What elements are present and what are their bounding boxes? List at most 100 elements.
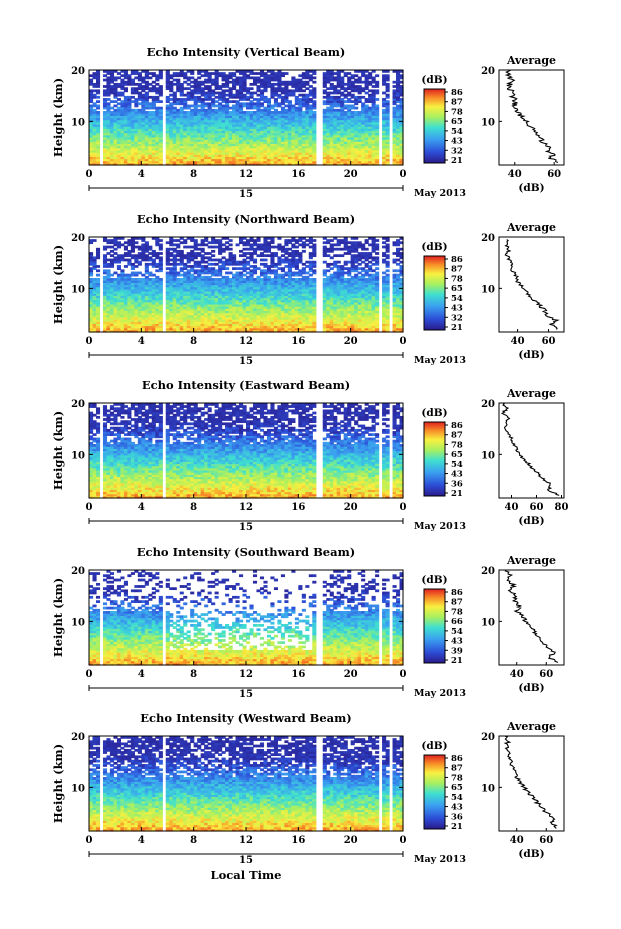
heatmap-cell	[232, 78, 237, 82]
heatmap-cell	[204, 85, 209, 88]
heatmap-cell	[207, 252, 212, 255]
heatmap-cell	[197, 89, 202, 93]
heatmap-cell	[186, 111, 191, 114]
heatmap-cell	[92, 139, 97, 142]
heatmap-cell	[256, 102, 261, 106]
heatmap-cell	[144, 160, 149, 164]
heatmap-cell	[89, 312, 94, 316]
colorbar-tick-label: 78	[451, 107, 463, 117]
heatmap-cell	[109, 154, 115, 157]
heatmap-cell	[354, 87, 359, 91]
heatmap-cell	[336, 145, 341, 149]
heatmap-cell	[273, 121, 278, 125]
heatmap-cell	[169, 152, 174, 155]
heatmap-cell	[200, 80, 205, 84]
heatmap-cell	[120, 132, 125, 136]
heatmap-cell	[249, 158, 254, 162]
heatmap-cell	[200, 130, 205, 134]
heatmap-cell	[375, 91, 380, 95]
heatmap-cell	[347, 78, 352, 82]
heatmap-cell	[385, 156, 390, 160]
heatmap-cell	[116, 237, 121, 240]
heatmap-cell	[92, 147, 97, 151]
heatmap-cell	[308, 130, 313, 134]
heatmap-cell	[144, 119, 149, 123]
heatmap-cell	[326, 76, 331, 80]
heatmap-cell	[186, 119, 191, 123]
heatmap-cell	[312, 119, 317, 123]
heatmap-cell	[123, 82, 128, 86]
heatmap-cell	[277, 76, 282, 80]
heatmap-cell	[350, 113, 355, 116]
heatmap-cell	[218, 113, 223, 116]
heatmap-cell	[116, 282, 121, 286]
heatmap-cell	[169, 139, 174, 142]
heatmap-cell	[242, 123, 247, 127]
heatmap-cell	[179, 136, 184, 140]
heatmap-cell	[221, 143, 226, 147]
heatmap-cell	[336, 70, 341, 73]
heatmap-cell	[89, 121, 94, 125]
heatmap-cell	[151, 158, 156, 162]
heatmap-cell	[221, 76, 226, 80]
heatmap-cell	[259, 136, 265, 140]
heatmap-cell	[193, 239, 198, 242]
heatmap-cell	[211, 78, 216, 82]
heatmap-cell	[127, 134, 132, 138]
heatmap-cell	[305, 102, 310, 106]
heatmap-cell	[329, 121, 334, 125]
heatmap-cell	[183, 145, 188, 149]
heatmap-cell	[333, 136, 338, 140]
heatmap-cell	[291, 117, 296, 121]
heatmap-cell	[116, 132, 121, 136]
heatmap-cell	[322, 143, 327, 147]
heatmap-cell	[291, 115, 296, 119]
heatmap-cell	[246, 132, 251, 136]
heatmap-cell	[266, 115, 272, 119]
heatmap-cell	[158, 278, 163, 281]
heatmap-cell	[102, 312, 108, 316]
heatmap-cell	[305, 70, 310, 73]
heatmap-cell	[396, 158, 401, 162]
heatmap-cell	[375, 130, 380, 134]
heatmap-cell	[211, 102, 216, 106]
heatmap-cell	[102, 245, 108, 249]
heatmap-cell	[375, 145, 380, 149]
heatmap-cell	[340, 100, 345, 103]
heatmap-cell	[204, 243, 209, 247]
heatmap-cell	[186, 139, 191, 142]
heatmap-cell	[228, 123, 233, 127]
heatmap-cell	[130, 134, 135, 138]
heatmap-cell	[155, 115, 160, 119]
heatmap-cell	[204, 102, 209, 106]
heatmap-cell	[155, 130, 160, 134]
heatmap-cell	[291, 149, 296, 153]
heatmap-cell	[197, 160, 202, 164]
heatmap-cell	[329, 98, 334, 101]
heatmap-cell	[354, 100, 359, 103]
heatmap-cell	[228, 72, 233, 75]
heatmap-cell	[130, 80, 135, 84]
heatmap-cell	[343, 100, 348, 103]
heatmap-cell	[193, 252, 198, 255]
heatmap-cell	[347, 136, 352, 140]
heatmap-cell	[141, 87, 146, 91]
heatmap-cell	[228, 119, 233, 123]
heatmap-cell	[183, 136, 188, 140]
heatmap-cell	[211, 262, 216, 266]
heatmap-cell	[134, 126, 139, 129]
heatmap-cell	[256, 156, 261, 160]
heatmap-cell	[263, 85, 268, 88]
heatmap-cell	[176, 85, 181, 88]
heatmap-cell	[270, 147, 275, 151]
heatmap-cell	[148, 136, 153, 140]
heatmap-cell	[256, 100, 261, 103]
heatmap-cell	[340, 162, 345, 166]
heatmap-cell	[113, 100, 118, 103]
heatmap-cell	[169, 262, 174, 266]
heatmap-cell	[385, 160, 390, 164]
heatmap-cell	[141, 126, 146, 129]
heatmap-cell	[305, 72, 310, 75]
heatmap-cell	[354, 119, 359, 123]
heatmap-cell	[350, 147, 355, 151]
